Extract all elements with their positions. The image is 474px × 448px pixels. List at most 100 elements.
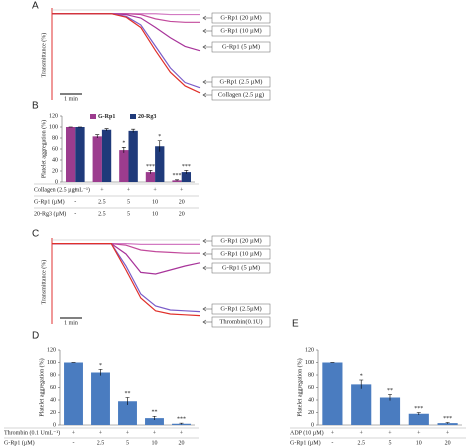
trace [52, 243, 201, 317]
arrow [202, 92, 212, 98]
trace-label: G-Rp1 (20 µM) [220, 14, 261, 21]
table-cell: + [446, 430, 450, 436]
arrow [202, 28, 212, 34]
y-tick-label: 100 [47, 360, 56, 366]
table-cell: 2.5 [357, 440, 365, 446]
row-label: 20-Rg3 (µM) [34, 210, 66, 217]
error-bar [95, 134, 100, 138]
bar [379, 397, 401, 425]
table-cell: 10 [152, 199, 158, 205]
row-label: Thrombin (0.1 UmL⁻¹) [4, 429, 60, 436]
y-tick-label: 120 [305, 347, 314, 353]
y-axis-label: Platelet aggregation (%) [40, 120, 47, 178]
table-cell: 5 [127, 211, 130, 217]
bar [119, 150, 129, 182]
bar [322, 362, 343, 425]
bar [408, 413, 429, 425]
table-cell: 20 [445, 440, 451, 446]
significance: *** [414, 406, 423, 412]
error-bar [157, 140, 162, 152]
y-tick-label: 40 [52, 157, 58, 163]
y-tick-label: 80 [308, 372, 314, 378]
trace-label: G-Rp1 (10 µM) [220, 250, 261, 257]
table-cell: + [180, 430, 184, 436]
y-tick-label: 60 [308, 385, 314, 391]
y-tick-label: 20 [52, 168, 58, 174]
y-tick-label: 0 [55, 179, 58, 185]
bar [91, 372, 110, 425]
row-label: ADP (10 µM) [290, 429, 324, 436]
table-cell: + [388, 430, 392, 436]
error-bar [104, 128, 109, 131]
table-cell: + [74, 187, 78, 193]
table-cell: 2.5 [98, 211, 106, 217]
arrow [202, 79, 212, 85]
table-cell: - [74, 199, 76, 205]
table-cell: 10 [152, 440, 158, 446]
table-cell: 10 [152, 211, 158, 217]
table-cell: 2.5 [97, 440, 105, 446]
arrow [202, 238, 212, 244]
table-cell: 5 [127, 199, 130, 205]
y-tick-label: 40 [50, 397, 56, 403]
row-label: G-Rp1 (µM) [34, 198, 65, 205]
trace-label: Thrombin(0.1U) [219, 318, 262, 325]
table-cell: 2.5 [98, 199, 106, 205]
table-cell: + [126, 430, 130, 436]
scale-label: 1 min [64, 96, 78, 102]
arrow [202, 251, 212, 257]
y-axis-label: Transmittance (%) [40, 33, 47, 78]
panel-label: C [32, 229, 39, 240]
bar [128, 130, 138, 182]
table-cell: + [99, 430, 103, 436]
row-label: G-Rp1 (µM) [290, 439, 321, 446]
bar [64, 362, 83, 425]
panel-label: B [32, 101, 39, 112]
error-bar [148, 170, 153, 174]
error-bar [175, 179, 180, 181]
y-tick-label: 20 [50, 410, 56, 416]
error-bar [184, 170, 189, 174]
error-bar [445, 422, 450, 424]
row-label: G-Rp1 (µM) [4, 439, 35, 446]
trace-label: G-Rp1 (5 µM) [222, 43, 260, 50]
y-tick-label: 100 [49, 124, 58, 130]
significance: ** [125, 391, 131, 397]
bar [351, 384, 372, 425]
table-cell: + [360, 430, 364, 436]
table-cell: - [331, 440, 333, 446]
legend-label: 20-Rg3 [138, 114, 156, 120]
trace [52, 13, 201, 52]
error-bar [179, 422, 184, 425]
y-tick-label: 60 [52, 146, 58, 152]
table-cell: - [73, 440, 75, 446]
significance: ** [387, 388, 393, 394]
bar [155, 146, 165, 182]
significance: *** [182, 164, 191, 170]
trace-label: G-Rp1 (20 µM) [220, 237, 261, 244]
trace [52, 13, 201, 89]
y-axis-label: Transmittance (%) [40, 260, 47, 305]
significance: * [99, 363, 102, 369]
y-axis-label: Platelet aggregation (%) [296, 358, 303, 416]
panel-label: D [32, 331, 39, 342]
legend-label: G-Rp1 [98, 114, 115, 120]
trace-label: Collagen (2.5 µg) [218, 91, 264, 98]
error-bar [388, 394, 392, 401]
table-cell: + [127, 187, 131, 193]
error-bar [152, 415, 157, 420]
table-cell: + [100, 187, 104, 193]
trace [52, 13, 201, 94]
y-tick-label: 100 [305, 360, 314, 366]
table-cell: + [331, 430, 335, 436]
table-cell: 10 [416, 440, 422, 446]
trace-label: G-Rp1 (2.5µM) [220, 305, 261, 312]
scale-label: 1 min [64, 320, 78, 326]
y-tick-label: 120 [47, 347, 56, 353]
table-cell: + [153, 187, 157, 193]
bar [181, 172, 192, 182]
error-bar [125, 397, 130, 405]
bar [145, 172, 156, 182]
y-tick-label: 40 [308, 397, 314, 403]
table-cell: + [417, 430, 421, 436]
